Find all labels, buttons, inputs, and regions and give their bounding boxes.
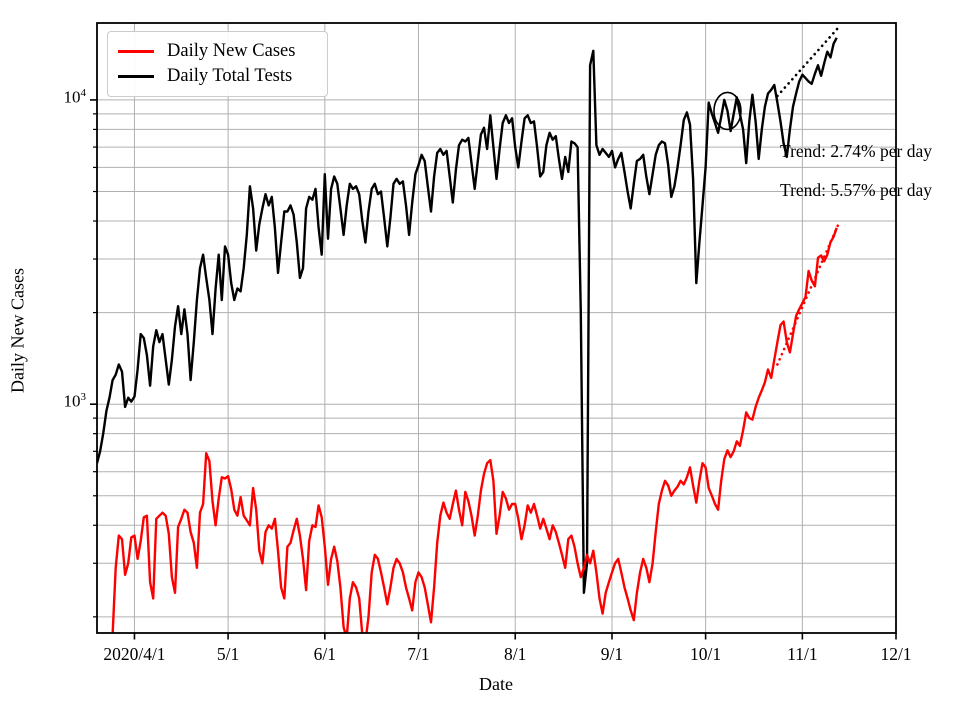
trend-line-tests	[776, 24, 842, 98]
x-tick-label: 10/1	[690, 644, 722, 664]
highlight-circle-annotation	[713, 91, 742, 131]
legend-label-tests: Daily Total Tests	[167, 66, 293, 86]
legend-label-cases: Daily New Cases	[167, 41, 296, 61]
y-tick-label-10e3: 103	[63, 391, 87, 411]
trend-line-cases	[776, 219, 842, 366]
x-tick-label: 11/1	[787, 644, 818, 664]
legend: Daily New Cases Daily Total Tests	[107, 31, 328, 97]
x-tick-label: 6/1	[313, 644, 337, 664]
trend-annotation-tests: Trend: 2.74% per day	[780, 141, 932, 161]
tests-line-swatch	[118, 75, 154, 78]
plot-border	[96, 22, 897, 634]
y-axis-title: Daily New Cases	[7, 268, 28, 393]
x-axis-title: Date	[479, 674, 513, 694]
x-tick-label: 5/1	[216, 644, 240, 664]
y-tick-label-10e4: 104	[63, 87, 87, 107]
legend-item-cases: Daily New Cases	[118, 39, 317, 64]
x-tick-label: 9/1	[600, 644, 624, 664]
cases-line-swatch	[118, 50, 154, 53]
x-tick-label: 8/1	[504, 644, 527, 664]
x-tick-label: 2020/4/1	[103, 644, 166, 664]
series-line-cases	[111, 227, 838, 633]
legend-item-tests: Daily Total Tests	[118, 64, 317, 89]
trend-annotation-cases: Trend: 5.57% per day	[780, 180, 932, 200]
series-line-tests	[97, 37, 838, 594]
x-tick-label: 12/1	[880, 644, 912, 664]
x-tick-label: 7/1	[407, 644, 430, 664]
